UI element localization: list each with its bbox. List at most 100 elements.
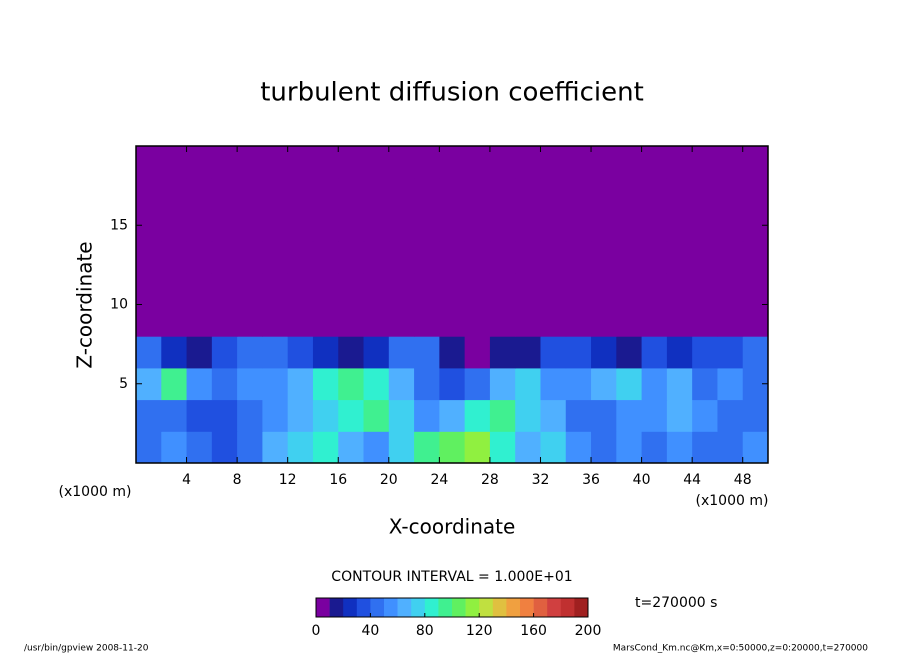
colorbar-tick-label: 200: [575, 623, 602, 639]
colorbar-tick-label: 80: [416, 623, 434, 639]
colorbar-swatch: [452, 598, 466, 617]
cell: [565, 431, 592, 464]
cell: [414, 336, 440, 369]
colorbar-swatch: [560, 598, 575, 617]
cell: [489, 304, 516, 337]
cell: [161, 431, 188, 464]
cell: [591, 209, 617, 242]
cell: [414, 241, 440, 274]
cell: [641, 209, 668, 242]
colorbar-tick-label: 160: [520, 623, 547, 639]
cell: [641, 399, 668, 432]
cell: [464, 241, 491, 274]
cell: [186, 241, 213, 274]
cell: [616, 272, 643, 305]
cell: [161, 399, 188, 432]
colorbar-swatch: [438, 598, 453, 617]
cell: [692, 431, 718, 464]
cell: [717, 272, 744, 305]
cell: [692, 336, 718, 369]
cell: [237, 177, 263, 210]
cell: [161, 272, 188, 305]
cell: [338, 209, 365, 242]
cell: [287, 336, 314, 369]
cell: [540, 177, 567, 210]
cell: [742, 399, 769, 432]
cell: [489, 241, 516, 274]
cell: [666, 399, 693, 432]
cell: [616, 209, 643, 242]
cell: [363, 399, 390, 432]
time-label: t=270000 s: [635, 595, 717, 611]
cell: [641, 241, 668, 274]
colorbar-swatch: [411, 598, 426, 617]
cell: [692, 304, 718, 337]
cell: [540, 146, 567, 179]
colorbar-tick-label: 40: [361, 623, 379, 639]
y-tick-label: 10: [110, 297, 128, 313]
colorbar-swatch: [547, 598, 562, 617]
cell: [363, 431, 390, 464]
cell: [439, 304, 466, 337]
cell: [414, 367, 440, 401]
cell: [363, 272, 390, 305]
cell: [565, 146, 592, 179]
cell: [540, 272, 567, 305]
cell: [591, 177, 617, 210]
cell: [262, 177, 289, 210]
cell: [489, 209, 516, 242]
cell: [388, 399, 415, 432]
colorbar-swatch: [506, 598, 521, 617]
cell: [363, 367, 390, 401]
cell: [211, 431, 238, 464]
cell: [186, 336, 213, 369]
cell: [616, 304, 643, 337]
cell: [616, 177, 643, 210]
cell: [262, 336, 289, 369]
cell: [641, 431, 668, 464]
cell: [717, 209, 744, 242]
cell: [464, 177, 491, 210]
colorbar-swatch: [370, 598, 385, 617]
cell: [186, 209, 213, 242]
cell: [565, 336, 592, 369]
cell: [439, 367, 466, 401]
cell: [211, 367, 238, 401]
cell: [742, 431, 769, 464]
cell: [515, 304, 541, 337]
cell: [262, 367, 289, 401]
cell: [363, 304, 390, 337]
colorbar-swatch: [329, 598, 344, 617]
x-tick-label: 12: [279, 472, 297, 488]
cell: [489, 399, 516, 432]
cell: [211, 209, 238, 242]
y-unit-label: (x1000 m): [59, 484, 132, 500]
cell: [591, 399, 617, 432]
cell: [489, 177, 516, 210]
cell: [287, 367, 314, 401]
colorbar-swatch: [520, 598, 534, 617]
cell: [237, 399, 263, 432]
cell: [338, 146, 365, 179]
cell: [388, 336, 415, 369]
cell: [287, 146, 314, 179]
y-tick-label: 5: [119, 376, 128, 392]
cell: [388, 241, 415, 274]
cell: [161, 209, 188, 242]
cell: [211, 177, 238, 210]
cell: [211, 304, 238, 337]
cell: [363, 336, 390, 369]
cell: [388, 367, 415, 401]
cell: [515, 399, 541, 432]
cell: [616, 399, 643, 432]
cell: [388, 431, 415, 464]
cell: [742, 304, 769, 337]
colorbar-swatch: [316, 598, 330, 617]
cell: [287, 399, 314, 432]
cell: [186, 272, 213, 305]
cell: [414, 272, 440, 305]
colorbar-swatch: [465, 598, 480, 617]
cell: [338, 367, 365, 401]
cell: [616, 367, 643, 401]
